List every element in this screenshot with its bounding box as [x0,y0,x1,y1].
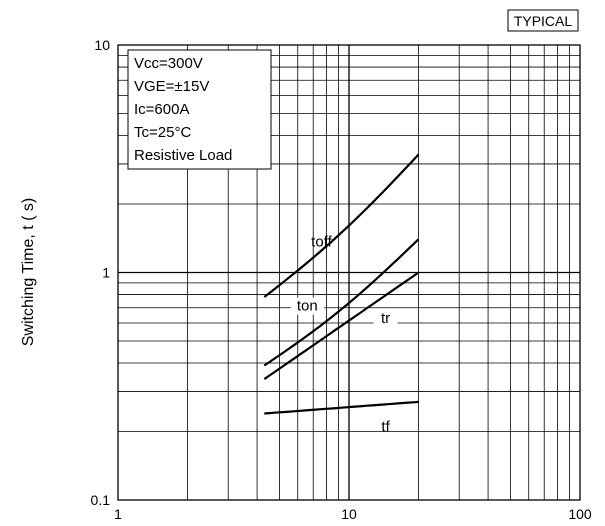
condition-vge: VGE=±15V [134,78,209,95]
x-tick-label: 10 [341,506,357,522]
conditions-box: Vcc=300V VGE=±15V Ic=600A Tc=25°C Resist… [128,50,271,169]
series-label-tf: tf [381,419,390,436]
y-axis-title: Switching Time, t ( s) [20,198,37,346]
y-tick-label: 1 [102,265,110,281]
condition-ic: Ic=600A [134,101,189,118]
y-tick-label: 10 [94,37,110,53]
condition-load: Resistive Load [134,147,232,164]
series-label-tr: tr [381,310,390,327]
series-label-ton: ton [297,298,318,315]
x-tick-label: 100 [568,506,592,522]
condition-tc: Tc=25°C [134,124,191,141]
x-tick-label: 1 [114,506,122,522]
typical-badge: TYPICAL [508,10,578,31]
y-tick-label: 0.1 [91,492,111,508]
condition-vcc: Vcc=300V [134,55,203,72]
typical-badge-label: TYPICAL [514,13,573,29]
series-label-toff: toff [311,234,332,251]
